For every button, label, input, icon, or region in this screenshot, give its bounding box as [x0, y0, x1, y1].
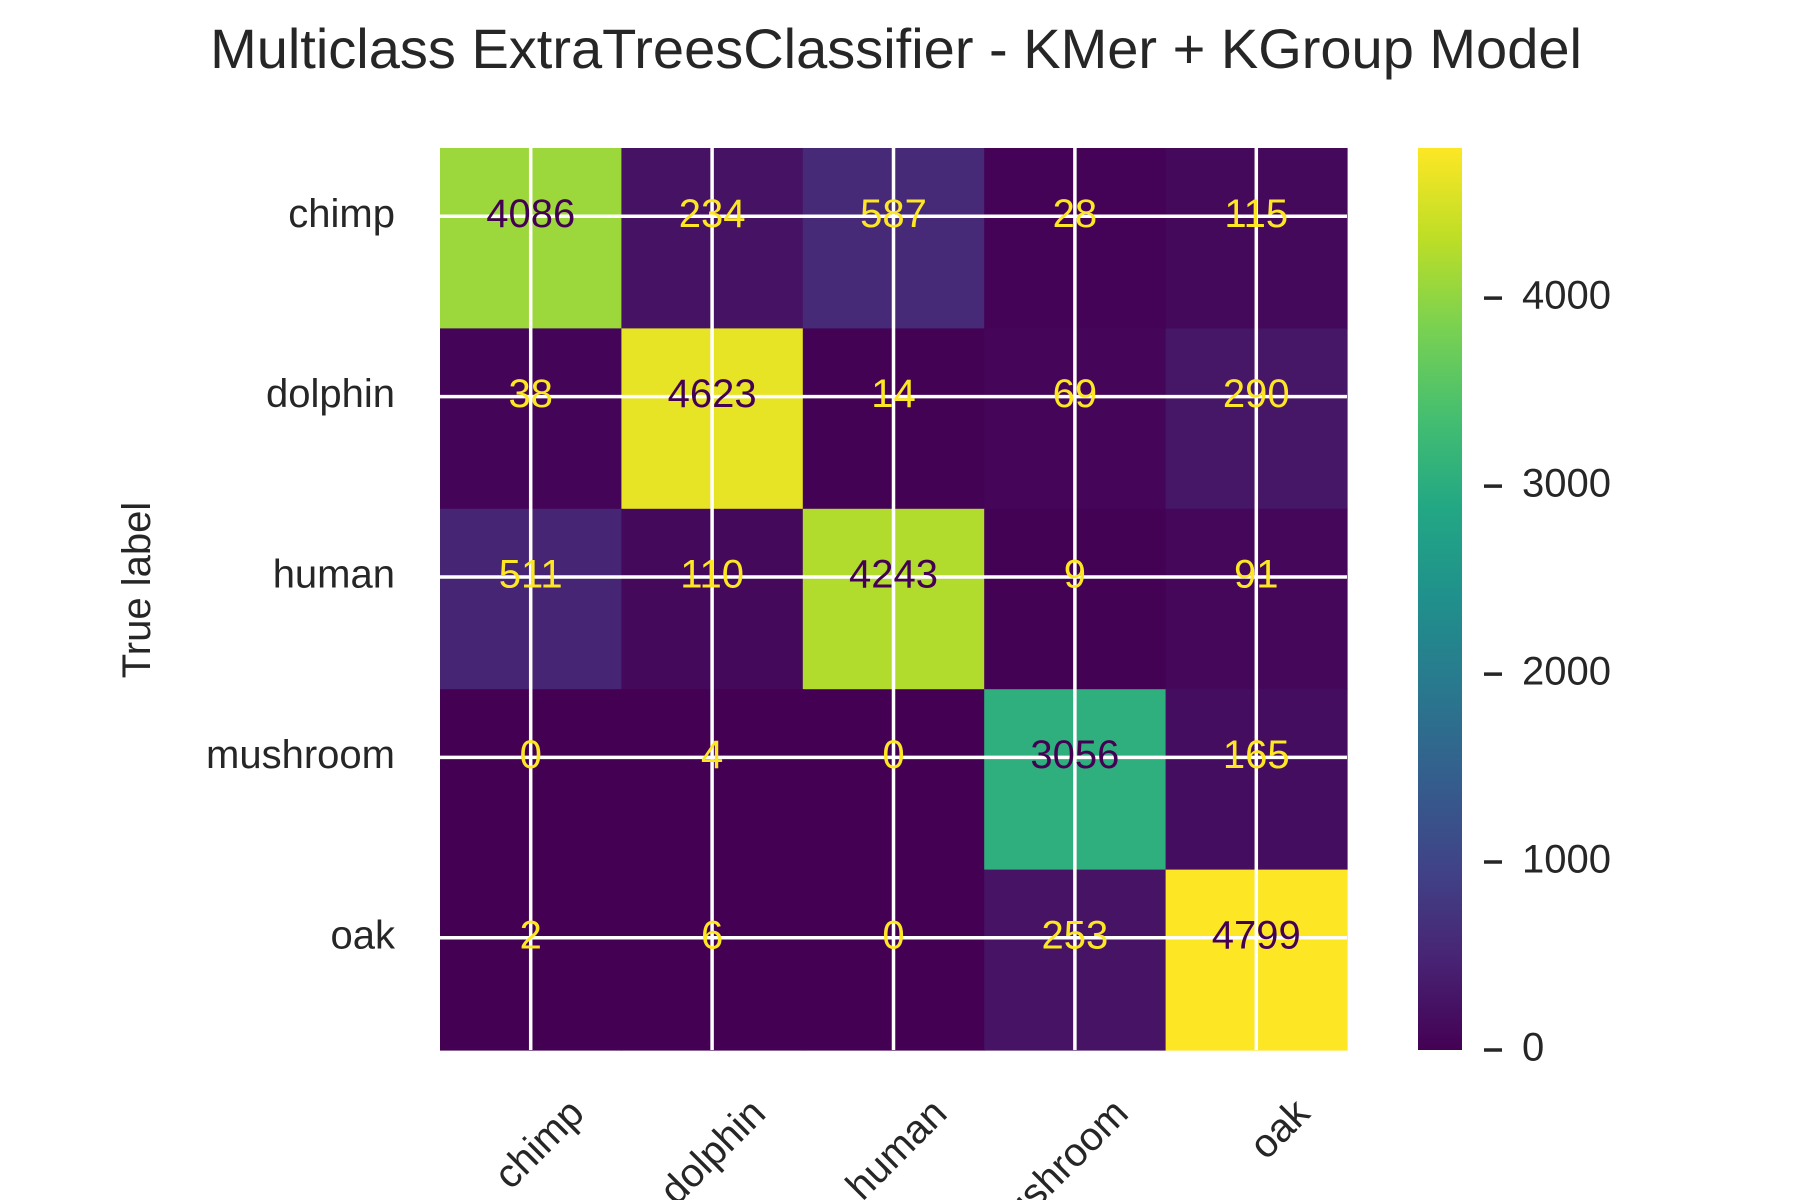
grid-lines	[440, 148, 1347, 1050]
colorbar-ticks: 0 1000 2000 3000 4000	[1484, 274, 1611, 1070]
cell-value-label: 28	[1053, 192, 1098, 236]
cell-value-label: 4243	[849, 553, 938, 597]
x-tick-label-chimp: chimp	[486, 1091, 593, 1198]
cell-value-label: 511	[499, 553, 563, 597]
cell-value-label: 0	[520, 733, 542, 777]
y-tick-label-mushroom: mushroom	[206, 733, 395, 777]
cell-value-label: 2	[520, 913, 542, 957]
cell-value-label: 4623	[668, 372, 757, 416]
colorbar-tick-label: 2000	[1522, 650, 1611, 694]
y-tick-label-oak: oak	[331, 913, 396, 957]
cell-value-label: 587	[860, 192, 927, 236]
cell-value-label: 69	[1053, 372, 1098, 416]
cell-value-label: 0	[882, 733, 904, 777]
cell-value-label: 253	[1042, 913, 1109, 957]
cell-value-label: 165	[1223, 733, 1290, 777]
cell-value-label: 9	[1064, 553, 1086, 597]
cell-value-label: 14	[871, 372, 916, 416]
colorbar-tick-label: 0	[1522, 1026, 1544, 1070]
y-axis-label: True label	[115, 502, 159, 678]
cell-value-labels: 4086 234 587 28 115 38 4623 14 69 290 511 110 4243 9 9…	[486, 192, 1301, 958]
cell-value-label: 110	[680, 553, 744, 597]
cell-value-label: 38	[508, 372, 553, 416]
y-tick-label-chimp: chimp	[288, 192, 395, 236]
x-tick-label-dolphin: dolphin	[652, 1091, 774, 1200]
cell-value-label: 4	[701, 733, 723, 777]
colorbar-tick-label: 1000	[1522, 838, 1611, 882]
cell-value-label: 91	[1234, 553, 1279, 597]
colorbar-tick-label: 3000	[1522, 462, 1611, 506]
cell-value-label: 234	[679, 192, 746, 236]
cell-value-label: 4799	[1212, 913, 1301, 957]
colorbar-tick-label: 4000	[1522, 274, 1611, 318]
y-tick-label-dolphin: dolphin	[266, 372, 395, 416]
cell-value-label: 0	[882, 913, 904, 957]
y-tick-label-human: human	[273, 553, 395, 597]
colorbar	[1418, 148, 1462, 1050]
chart-title: Multiclass ExtraTreesClassifier - KMer +…	[210, 17, 1582, 80]
cell-value-label: 115	[1224, 192, 1288, 236]
cell-value-label: 4086	[486, 192, 575, 236]
cell-value-label: 6	[701, 913, 723, 957]
y-tick-labels: chimp dolphin human mushroom oak	[206, 192, 396, 958]
cell-value-label: 3056	[1030, 733, 1119, 777]
x-tick-label-human: human	[838, 1091, 956, 1200]
x-tick-label-oak: oak	[1241, 1090, 1318, 1167]
cell-value-label: 290	[1223, 372, 1290, 416]
x-tick-labels: chimp dolphin human mushroom oak	[486, 1090, 1319, 1200]
x-tick-label-mushroom: mushroom	[972, 1091, 1137, 1200]
